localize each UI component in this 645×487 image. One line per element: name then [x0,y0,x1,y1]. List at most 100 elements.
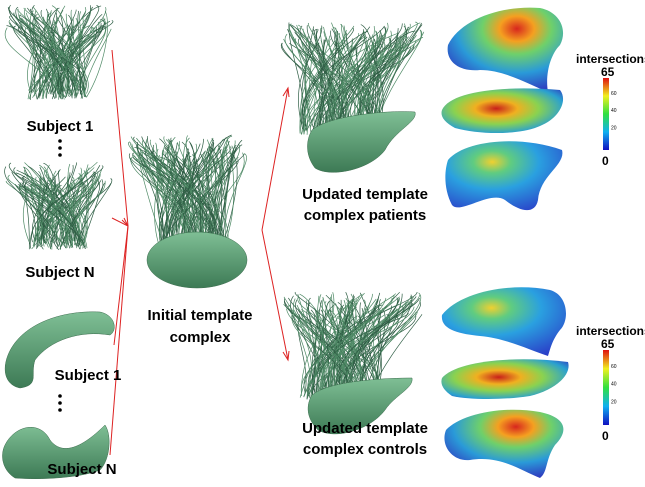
fiber [40,10,81,95]
fiber [31,186,44,247]
fiber [50,7,62,94]
fiber [68,183,112,248]
fiber [32,13,54,91]
fiber [81,182,100,249]
label: Subject 1 [27,118,94,135]
heatmap [441,287,566,356]
colorbar-title: intersections [576,324,645,338]
fiber [314,37,346,135]
colorbar-title: intersections [576,52,645,66]
fiber [17,183,76,241]
fiber [284,33,341,128]
fiber [328,293,373,397]
fiber [66,26,79,91]
surface-subject-n [2,424,110,479]
fiber [136,144,212,245]
fiber [38,29,42,99]
fiber [209,148,226,245]
arrow-head [282,86,290,98]
arrow [261,87,289,231]
fiber [14,184,84,244]
heatmap [441,88,564,134]
fiber [299,314,312,397]
fiber [18,26,87,91]
fiber [40,171,96,247]
heatmap [447,7,564,92]
fiber [302,28,350,128]
fiber [359,314,399,396]
fiber [299,298,353,398]
fiber [66,24,106,95]
fiber [332,38,392,134]
fiber [206,139,226,242]
arrow-head [282,350,290,362]
fiber [24,182,30,250]
colorbar-max: 65 [601,65,615,79]
fiber [315,312,326,400]
fiber [164,151,221,248]
fiber [318,28,337,132]
fiber [147,136,200,247]
fiber [299,40,336,135]
fiber [75,178,113,247]
fiber [30,9,77,93]
fiber [19,183,80,241]
fiber [4,27,63,100]
fiber [325,32,381,127]
fiber [45,171,99,243]
colorbars: intersections656040200intersections65604… [576,52,645,443]
arrow [109,225,129,456]
fiber [358,21,418,128]
surfaces [2,111,416,479]
fiber [297,296,381,396]
fiber [30,180,52,250]
fiber [177,148,216,249]
fiber [49,177,74,244]
fiber [211,144,243,242]
fiber [301,314,385,393]
fiber [28,28,82,91]
fiber [164,138,214,245]
fiber [76,26,97,97]
label: Subject N [25,264,94,281]
fiber [293,298,311,398]
colorbar-tick: 60 [611,91,617,97]
fiber [59,184,94,242]
fiber [65,19,105,98]
fiber [27,18,60,93]
label: complex controls [303,441,427,458]
fiber [22,172,68,248]
fiber [67,5,100,94]
fiber [160,148,189,245]
colorbar-max: 65 [601,337,615,351]
heatmaps [441,7,569,478]
fiber [59,180,102,250]
fiber [323,39,336,129]
fiber [297,24,339,131]
arrow-head [121,217,129,227]
fiber [333,38,376,130]
fiber [320,306,415,393]
fiber [4,166,59,248]
fiber [225,153,247,245]
labels: Subject 1 Subject N Subject 1 Subject N … [25,118,428,478]
fiber [141,136,215,250]
label: Updated template [302,420,428,437]
patients-surface [307,111,416,173]
fiber [309,23,345,129]
fiber [314,300,322,396]
fiber [39,169,61,244]
fiber [299,25,355,134]
fiber [325,299,358,394]
colorbar [603,78,609,150]
fiber [7,6,51,94]
arrow [261,229,289,361]
fiber [145,148,211,247]
controls-surface [307,377,413,435]
fiber [212,154,226,243]
fiber [217,145,227,242]
fiber [154,137,176,250]
fiber [35,176,73,249]
fiber [331,295,411,395]
